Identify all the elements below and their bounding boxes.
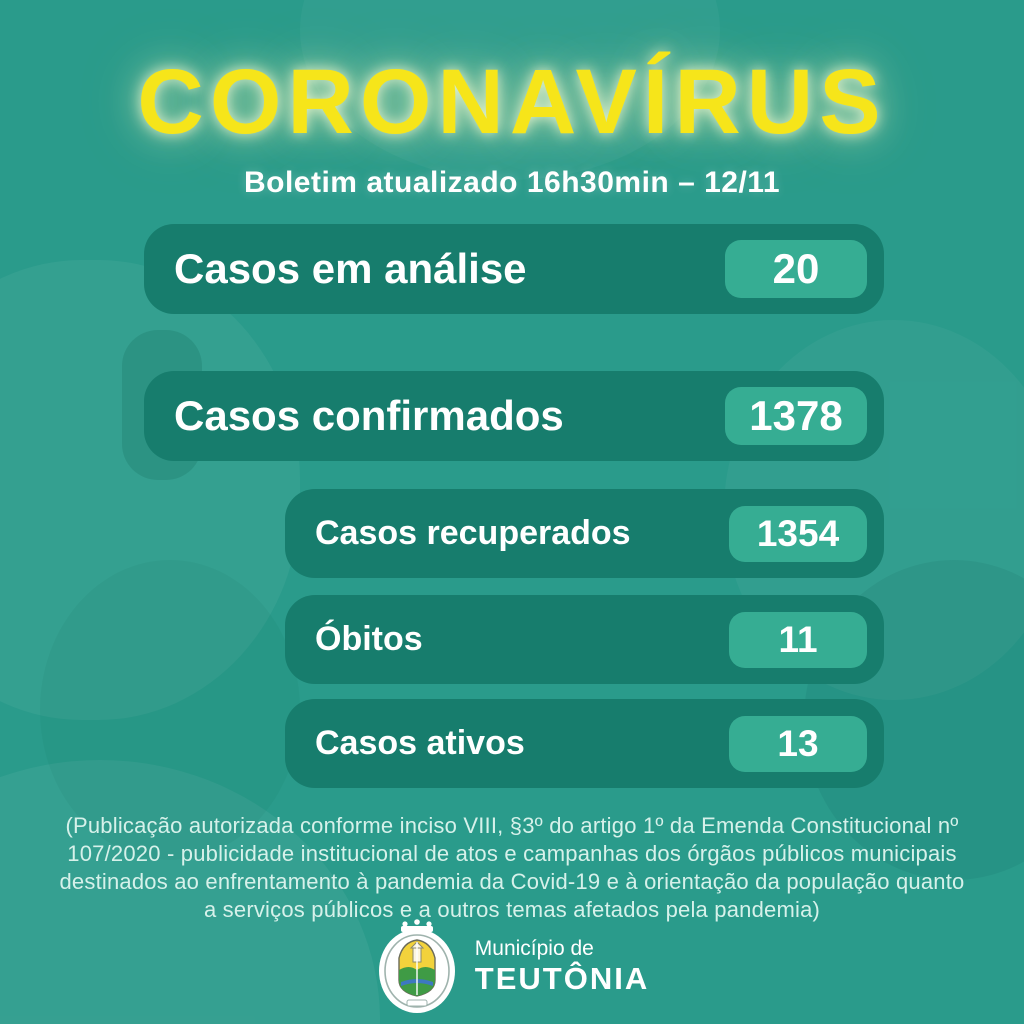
stat-value-badge: 1378 bbox=[725, 387, 867, 445]
bulletin-subtitle: Boletim atualizado 16h30min – 12/11 bbox=[243, 166, 781, 199]
teutonia-coat-of-arms-icon bbox=[378, 919, 455, 1013]
stat-label: Casos ativos bbox=[315, 724, 525, 762]
stat-card-casos-recuperados: Casos recuperados 1354 bbox=[285, 489, 884, 578]
stat-value-badge: 20 bbox=[725, 240, 867, 298]
municipality-name: Município de TEUTÔNIA bbox=[475, 936, 649, 996]
background-blob bbox=[0, 260, 300, 720]
stat-label: Óbitos bbox=[315, 620, 423, 658]
stat-label: Casos confirmados bbox=[174, 392, 564, 439]
stat-label: Casos recuperados bbox=[315, 514, 631, 552]
stat-card-casos-ativos: Casos ativos 13 bbox=[285, 699, 884, 788]
stat-value-badge: 13 bbox=[729, 715, 867, 772]
stat-label: Casos em análise bbox=[174, 245, 527, 292]
municipality-name-prefix: Município de bbox=[474, 937, 594, 960]
stat-card-obitos: Óbitos 11 bbox=[285, 595, 884, 684]
stat-value-badge: 11 bbox=[729, 611, 867, 668]
page-title: CORONAVÍRUS bbox=[137, 51, 887, 153]
legal-disclaimer-text: (Publicação autorizada conforme inciso V… bbox=[59, 813, 965, 922]
stat-value-badge: 1354 bbox=[729, 505, 867, 562]
municipality-name-main: TEUTÔNIA bbox=[474, 961, 650, 996]
stat-card-casos-confirmados: Casos confirmados 1378 bbox=[144, 371, 884, 461]
stat-card-casos-em-analise: Casos em análise 20 bbox=[144, 224, 884, 314]
municipality-logo: Município de TEUTÔNIA bbox=[0, 918, 1024, 1014]
